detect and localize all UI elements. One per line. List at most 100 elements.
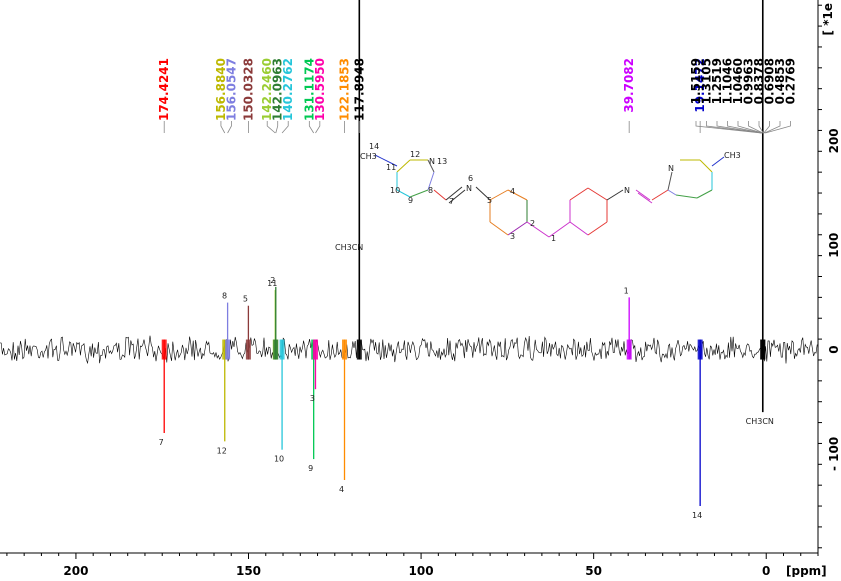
y-tick-label: - 100 <box>827 437 841 471</box>
peak-shift-label: 1.0460 <box>731 58 745 104</box>
peak-shift-label: 140.2762 <box>281 58 295 121</box>
peak-shift-label: 130.5950 <box>313 58 327 121</box>
peak-band-12 <box>697 339 703 360</box>
peak-shift-label: 1.1046 <box>721 58 735 104</box>
peak-atom-label-11: 1 <box>624 286 629 295</box>
peak-band-3 <box>245 339 251 360</box>
spectrum-baseline-noise <box>0 335 818 365</box>
solvent-label-structure: CH3CN <box>335 243 363 252</box>
peak-atom-label-6: 10 <box>274 455 284 464</box>
peak-atom-label-1: 12 <box>217 446 227 455</box>
peak-band-14 <box>760 339 766 360</box>
n-atom-label: N <box>429 157 435 166</box>
peak-shift-label: 1.2519 <box>710 58 724 104</box>
peak-atom-label-5: 2 <box>270 276 275 285</box>
y-axis-ticks: 200 100 0 - 100 <box>818 4 841 549</box>
peak-label-leader <box>275 121 279 134</box>
peak-band-6 <box>279 339 285 360</box>
peak-shift-label: 0.8378 <box>752 58 766 104</box>
peak-label-leader <box>727 121 763 134</box>
peak-atom-label-8: 3 <box>310 394 315 403</box>
atom-number-9: 9 <box>408 196 413 205</box>
atom-number-4: 4 <box>510 187 515 196</box>
atom-number-7: 7 <box>449 197 454 206</box>
peak-shift-label: 0.9963 <box>742 58 756 104</box>
peak-band-11 <box>626 339 632 360</box>
peak-band-1 <box>222 339 228 360</box>
x-tick-label: 0 <box>762 564 770 577</box>
peak-shift-label: 19.1472 <box>693 58 707 113</box>
peak-shift-label: 0.2769 <box>784 58 798 104</box>
peak-label-leader <box>227 121 232 134</box>
peak-label-leader <box>764 121 781 134</box>
peak-shift-label: 1.3105 <box>700 58 714 104</box>
x-axis-ticks: 200 150 100 50 0 <box>6 553 819 578</box>
atom-number-2: 2 <box>530 219 535 228</box>
peak-label-leader <box>281 121 289 134</box>
y-tick-label: 200 <box>827 128 841 153</box>
y-axis-unit-label: [ *1e <box>821 3 835 35</box>
peak-label-leader <box>706 121 762 134</box>
peak-shift-label: 142.0963 <box>271 58 285 121</box>
peak-atom-label-7: 9 <box>308 464 313 473</box>
peak-shift-label: 0.6908 <box>763 58 777 104</box>
peak-shift-label: 142.2460 <box>260 58 274 121</box>
peak-label-leader <box>748 121 763 134</box>
x-tick-label: 200 <box>63 564 88 577</box>
ch3-label-left: CH3 <box>360 152 377 161</box>
peak-band-8 <box>312 339 318 360</box>
atom-number-10: 10 <box>390 186 400 195</box>
y-tick-label: 0 <box>827 345 841 353</box>
peak-shift-label: 150.0328 <box>241 58 255 121</box>
atom-number-6: 6 <box>468 174 473 183</box>
molecule-structure: N N N N CH3 CH3 CH3CN 1 2 3 4 5 6 7 8 9 … <box>335 142 741 252</box>
atom-number-13: 13 <box>437 157 447 166</box>
peak-atom-label-0: 7 <box>159 438 164 447</box>
atom-number-1: 1 <box>551 234 556 243</box>
peak-atom-label-12: 14 <box>692 511 702 520</box>
peak-label-leader <box>308 121 315 134</box>
peak-label-leader <box>695 121 762 134</box>
atom-number-12: 12 <box>410 150 420 159</box>
peak-label-leader <box>266 121 276 134</box>
atom-number-8: 8 <box>428 186 433 195</box>
n-atom-label-right-ring: N <box>668 164 674 173</box>
peak-atom-label-3: 5 <box>243 295 248 304</box>
peak-band-0 <box>161 339 167 360</box>
atom-number-11: 11 <box>386 163 396 172</box>
x-tick-label: 150 <box>236 564 261 577</box>
peak-shift-label: 117.8948 <box>352 58 366 121</box>
x-tick-label: 50 <box>585 564 602 577</box>
peak-band-10 <box>356 339 362 360</box>
x-tick-label: 100 <box>409 564 434 577</box>
peak-label-leader <box>220 121 226 134</box>
n-atom-label-right-imine: N <box>624 186 630 195</box>
peak-band-9 <box>342 339 348 360</box>
peak-label-leader <box>765 121 791 134</box>
peak-atom-label-4: 11 <box>267 279 277 288</box>
peak-shift-label: 1.5159 <box>689 58 703 104</box>
peak-label-leader <box>758 121 764 134</box>
ch3-label-right: CH3 <box>724 151 741 160</box>
peak-band-5 <box>273 339 279 360</box>
atom-number-5: 5 <box>487 196 492 205</box>
peak-atom-label-2: 8 <box>222 292 227 301</box>
atom-number-3: 3 <box>510 232 515 241</box>
n-atom-label-imine: N <box>466 184 472 193</box>
peak-label-leader <box>763 121 770 134</box>
peak-shift-label: 122.1853 <box>338 58 352 121</box>
x-axis-unit-label: [ppm] <box>786 564 827 577</box>
peak-shift-label: 0.4853 <box>773 58 787 104</box>
peak-label-leader <box>716 121 762 134</box>
peak-band-2 <box>225 339 231 360</box>
peak-shift-label: 131.1174 <box>302 58 316 121</box>
peak-label-leader <box>315 121 321 134</box>
peak-shift-label: 156.0547 <box>224 58 238 121</box>
peak-atom-label-14: CH3CN <box>746 417 774 426</box>
peak-shift-label: 156.8840 <box>214 58 228 121</box>
peaks-layer: 7128511210934CH3CN114CH3CN <box>159 0 774 520</box>
peak-label-leader <box>737 121 763 134</box>
